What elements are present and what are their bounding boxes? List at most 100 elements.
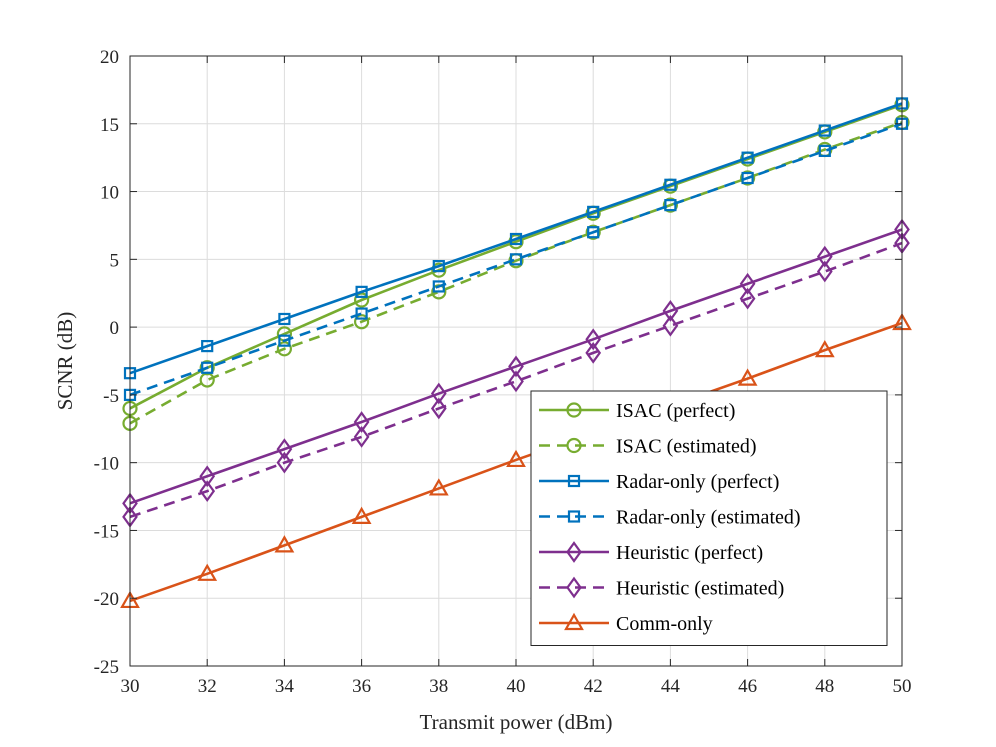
y-axis-label: SCNR (dB) xyxy=(53,312,77,411)
data-point-heuristic-estimated xyxy=(585,341,602,364)
x-axis-label: Transmit power (dBm) xyxy=(420,710,613,734)
y-tick-label: -25 xyxy=(94,657,119,678)
series-line-radar-only-perfect xyxy=(129,102,903,375)
x-tick-label: 44 xyxy=(661,676,681,697)
series-line-isac-estimated xyxy=(129,121,903,425)
legend-label: ISAC (estimated) xyxy=(616,436,757,458)
data-point-radar-only-perfect xyxy=(818,124,831,137)
x-tick-label: 48 xyxy=(815,676,834,697)
data-point-heuristic-perfect xyxy=(353,411,370,433)
legend-item-comm-only: Comm-only xyxy=(539,612,713,635)
y-tick-label: 0 xyxy=(110,318,120,339)
x-tick-label: 40 xyxy=(507,676,526,697)
legend-marker xyxy=(566,402,582,418)
series-line-heuristic-estimated xyxy=(129,241,903,519)
data-point-radar-only-estimated xyxy=(509,253,523,266)
legend-marker xyxy=(567,510,581,523)
data-point-heuristic-estimated xyxy=(276,451,293,474)
legend-item-radar-only-estimated: Radar-only (estimated) xyxy=(539,507,801,529)
data-point-isac-perfect xyxy=(431,262,447,278)
data-point-radar-only-estimated xyxy=(818,144,831,157)
y-tick-label: -20 xyxy=(94,589,119,610)
data-point-isac-estimated xyxy=(354,314,370,330)
y-tick-label: -15 xyxy=(94,521,119,542)
data-point-radar-only-perfect xyxy=(201,339,214,353)
data-point-radar-only-estimated xyxy=(201,361,214,374)
data-point-radar-only-perfect xyxy=(587,205,600,218)
data-point-comm-only xyxy=(351,506,372,524)
x-tick-label: 46 xyxy=(738,676,757,697)
data-point-isac-estimated xyxy=(276,341,292,357)
data-point-comm-only xyxy=(814,339,835,358)
data-point-heuristic-perfect xyxy=(508,355,524,378)
data-point-heuristic-estimated xyxy=(508,370,524,393)
data-point-heuristic-perfect xyxy=(276,438,293,460)
x-tick-label: 42 xyxy=(584,676,603,697)
legend-label: Comm-only xyxy=(616,613,713,635)
legend-item-radar-only-perfect: Radar-only (perfect) xyxy=(539,471,779,493)
series-line-heuristic-perfect xyxy=(129,228,903,505)
series-radar-only-perfect xyxy=(123,97,909,380)
legend-item-isac-estimated: ISAC (estimated) xyxy=(539,436,757,458)
legend-label: ISAC (perfect) xyxy=(616,400,735,422)
data-point-heuristic-estimated xyxy=(739,287,756,310)
data-point-comm-only xyxy=(274,535,295,553)
series-line-radar-only-estimated xyxy=(129,122,903,397)
legend-marker xyxy=(566,541,582,563)
data-point-heuristic-perfect xyxy=(199,465,216,488)
data-point-isac-perfect xyxy=(354,292,370,308)
legend: ISAC (perfect) ISAC (estimated) Radar-only… xyxy=(530,390,888,646)
legend-marker xyxy=(566,437,582,454)
legend-item-isac-perfect: ISAC (perfect) xyxy=(539,400,735,422)
data-point-comm-only xyxy=(428,478,449,496)
x-tick-label: 34 xyxy=(275,676,295,697)
y-tick-label: 15 xyxy=(100,115,119,136)
data-point-isac-estimated xyxy=(585,224,601,240)
data-point-radar-only-perfect xyxy=(355,285,368,298)
legend-marker xyxy=(564,612,584,631)
data-point-heuristic-perfect xyxy=(816,245,833,268)
y-tick-label: 20 xyxy=(100,47,119,68)
data-point-comm-only xyxy=(506,449,526,468)
legend-label: Heuristic (estimated) xyxy=(616,578,784,600)
series-line-comm-only xyxy=(129,321,903,603)
data-point-heuristic-estimated xyxy=(816,260,833,283)
data-point-radar-only-estimated xyxy=(355,307,368,320)
data-point-isac-estimated xyxy=(739,170,756,186)
data-point-radar-only-estimated xyxy=(741,171,754,185)
data-point-radar-only-perfect xyxy=(278,312,291,326)
legend-label: Radar-only (estimated) xyxy=(616,507,801,529)
y-tick-label: -5 xyxy=(103,386,119,407)
x-tick-label: 32 xyxy=(198,676,217,697)
data-point-radar-only-estimated xyxy=(587,226,600,239)
legend-marker xyxy=(567,474,581,488)
data-point-comm-only xyxy=(197,563,218,581)
data-point-heuristic-estimated xyxy=(199,480,216,503)
series-comm-only xyxy=(120,312,912,609)
data-point-heuristic-perfect xyxy=(662,299,679,322)
data-point-isac-estimated xyxy=(662,197,679,213)
legend-item-heuristic-perfect: Heuristic (perfect) xyxy=(539,541,763,564)
ticks: 30 32 34 36 38 40 42 44 46 48 50 -25 -20 -15 -10 -5 0 5 10… xyxy=(94,47,912,697)
data-point-heuristic-estimated xyxy=(430,397,447,420)
data-point-radar-only-estimated xyxy=(278,334,291,347)
y-tick-label: 10 xyxy=(100,183,119,204)
data-point-radar-only-perfect xyxy=(741,151,754,164)
data-point-heuristic-estimated xyxy=(353,426,370,448)
series-layer xyxy=(120,97,912,609)
legend-box xyxy=(530,390,888,646)
data-point-radar-only-estimated xyxy=(432,280,445,293)
y-tick-label: 5 xyxy=(110,250,120,271)
data-point-heuristic-estimated xyxy=(662,314,679,337)
data-point-radar-only-perfect xyxy=(664,178,677,191)
data-point-comm-only xyxy=(737,368,758,386)
data-point-radar-only-perfect xyxy=(509,232,523,246)
x-tick-label: 38 xyxy=(429,676,448,697)
x-tick-label: 36 xyxy=(352,676,371,697)
data-point-radar-only-perfect xyxy=(432,260,445,273)
data-point-radar-only-estimated xyxy=(664,199,677,212)
legend-label: Heuristic (perfect) xyxy=(616,542,763,564)
legend-marker xyxy=(566,576,582,599)
y-tick-label: -10 xyxy=(94,454,119,475)
